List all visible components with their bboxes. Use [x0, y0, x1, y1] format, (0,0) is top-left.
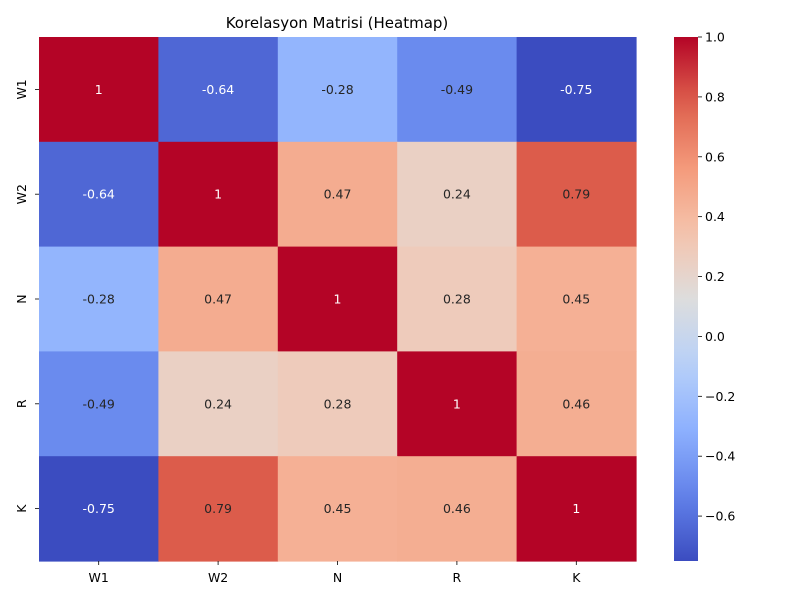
cell-value-label: 1 — [95, 82, 103, 97]
cell-value-label: 0.46 — [443, 501, 471, 516]
cell-value-label: 0.24 — [204, 396, 232, 411]
cell-value-label: 0.28 — [324, 396, 352, 411]
heatmap-cell — [39, 246, 159, 352]
cell-value-label: 0.47 — [324, 187, 352, 202]
y-tick-label: W2 — [14, 184, 29, 204]
cell-value-label: 0.24 — [443, 187, 471, 202]
heatmap-cell — [39, 141, 159, 248]
heatmap-cell — [397, 351, 518, 457]
cell-value-label: 0.79 — [562, 187, 590, 202]
cell-value-label: 1 — [572, 501, 580, 516]
cell-value-label: -0.28 — [83, 292, 115, 307]
heatmap-cells: 1 -0.64 -0.28 -0.49 -0.75 -0.64 1 0.47 0.24 0.79 -… — [39, 37, 637, 562]
heatmap-cell — [516, 141, 637, 248]
cell-value-label: -0.28 — [321, 82, 353, 97]
cell-value-label: -0.75 — [560, 82, 592, 97]
heatmap-cell — [158, 37, 279, 143]
colorbar-tick-label: −0.2 — [705, 389, 735, 404]
colorbar-tick-label: 0.6 — [705, 149, 725, 164]
heatmap-cell — [277, 351, 398, 457]
x-tick-label: W2 — [208, 570, 228, 585]
heatmap-cell — [277, 456, 398, 562]
colorbar-tick-label: −0.4 — [705, 449, 735, 464]
cell-value-label: 0.79 — [204, 501, 232, 516]
heatmap-cell — [158, 351, 279, 457]
heatmap-cell — [277, 37, 398, 143]
heatmap-cell — [158, 246, 279, 352]
heatmap-cell — [516, 246, 637, 352]
y-tick-label: N — [14, 294, 29, 303]
heatmap-cell — [397, 246, 518, 352]
heatmap-cell — [277, 141, 398, 248]
heatmap-cell — [158, 141, 279, 248]
cell-value-label: -0.49 — [441, 82, 473, 97]
colorbar-gradient — [674, 37, 698, 561]
heatmap-cell — [516, 37, 637, 143]
cell-value-label: 1 — [214, 187, 222, 202]
colorbar-tick-label: −0.6 — [705, 509, 735, 524]
cell-value-label: -0.75 — [83, 501, 115, 516]
cell-value-label: 0.28 — [443, 292, 471, 307]
x-tick-label: R — [453, 570, 462, 585]
heatmap-cell — [277, 246, 398, 352]
heatmap-cell — [397, 456, 518, 562]
colorbar-tick-label: 0.4 — [705, 209, 725, 224]
heatmap-cell — [397, 37, 518, 143]
heatmap-cell — [39, 351, 159, 457]
cell-value-label: 1 — [334, 292, 342, 307]
colorbar-tick-label: 0.2 — [705, 269, 725, 284]
colorbar: 1.0 0.8 0.6 0.4 0.2 0.0 −0.2 −0.4 −0.6 — [674, 30, 735, 561]
x-tick-label: W1 — [89, 570, 109, 585]
colorbar-tick-label: 1.0 — [705, 30, 725, 45]
chart-title: Korelasyon Matrisi (Heatmap) — [226, 14, 449, 32]
heatmap-cell — [516, 351, 637, 457]
heatmap-cell — [516, 456, 637, 562]
y-tick-label: W1 — [14, 79, 29, 99]
heatmap-cell — [39, 456, 159, 562]
heatmap-cell — [158, 456, 279, 562]
x-axis: W1 W2 N R K — [89, 561, 581, 585]
cell-value-label: 0.46 — [562, 396, 590, 411]
colorbar-tick-label: 0.8 — [705, 89, 725, 104]
cell-value-label: 0.45 — [562, 292, 590, 307]
cell-value-label: 0.45 — [324, 501, 352, 516]
y-tick-label: R — [14, 399, 29, 408]
cell-value-label: 0.47 — [204, 292, 232, 307]
cell-value-label: -0.64 — [202, 82, 234, 97]
heatmap-cell — [39, 37, 159, 143]
cell-value-label: 1 — [453, 396, 461, 411]
heatmap-cell — [397, 141, 518, 248]
colorbar-tick-label: 0.0 — [705, 329, 725, 344]
cell-value-label: -0.64 — [83, 187, 115, 202]
x-tick-label: K — [572, 570, 581, 585]
x-tick-label: N — [333, 570, 342, 585]
y-tick-label: K — [14, 504, 29, 513]
cell-value-label: -0.49 — [83, 396, 115, 411]
y-axis: W1 W2 N R K — [14, 79, 39, 513]
